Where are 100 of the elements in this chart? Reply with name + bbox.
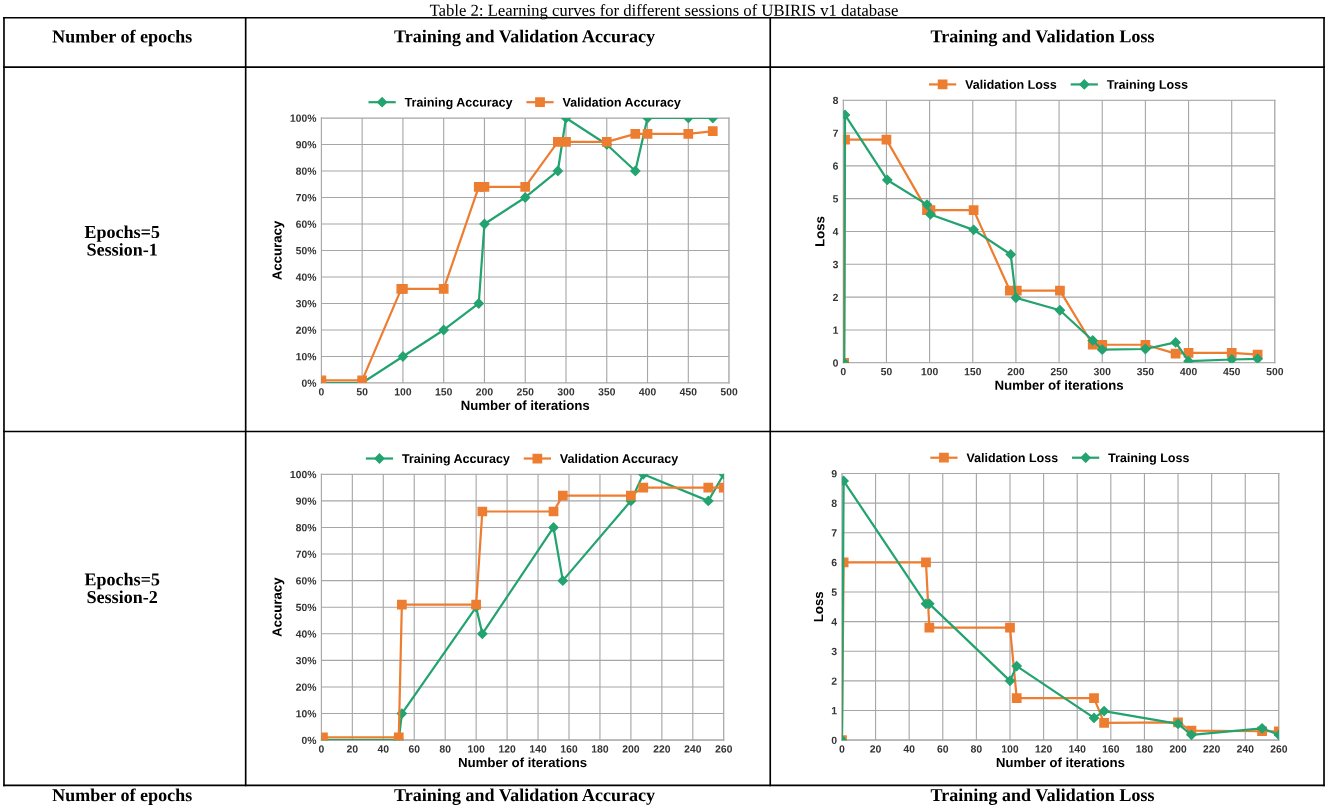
x-tick-label: 220 [1203, 745, 1220, 753]
y-tick-label: 70% [296, 550, 317, 558]
x-axis-title: Number of iterations [996, 757, 1125, 768]
y-tick-label: 0 [833, 359, 838, 367]
x-tick-label: 350 [598, 388, 616, 396]
y-tick-label: 1 [831, 707, 837, 715]
y-tick-label: 90% [296, 497, 317, 505]
x-tick-label: 260 [1270, 745, 1288, 753]
x-tick-label: 50 [356, 388, 368, 396]
y-tick-label: 30% [295, 656, 317, 665]
y-axis-title: Loss [813, 591, 824, 622]
x-tick-label: 250 [1050, 367, 1068, 376]
x-tick-label: 100 [468, 745, 485, 753]
y-tick-label: 60% [296, 220, 317, 228]
legend-label: Training Loss [1106, 79, 1188, 92]
y-tick-label: 40% [295, 630, 317, 638]
text: Number of epochs [52, 29, 192, 47]
x-tick-label: 100 [1001, 745, 1019, 753]
x-tick-label: 200 [1169, 745, 1187, 753]
x-tick-label: 140 [530, 745, 547, 753]
x-tick-label: 80 [439, 745, 451, 753]
y-tick-label: 20% [296, 683, 317, 691]
x-tick-label: 300 [1093, 367, 1111, 376]
x-tick-label: 140 [1069, 745, 1086, 753]
text: Epochs=5 Session-2 [84, 572, 160, 604]
y-tick-label: 3 [831, 647, 837, 656]
text: Epochs=5 Session-1 [84, 225, 160, 256]
x-tick-label: 0 [318, 388, 324, 396]
x-tick-label: 160 [1102, 745, 1120, 753]
y-tick-label: 0 [831, 736, 837, 745]
x-tick-label: 80 [970, 745, 982, 753]
x-tick-label: 100 [921, 367, 938, 376]
x-tick-label: 60 [408, 745, 420, 753]
x-tick-label: 220 [653, 745, 671, 753]
text: Training and Validation Loss [930, 788, 1155, 805]
y-tick-label: 5 [831, 588, 837, 596]
legend-label: Training Loss [1108, 453, 1189, 465]
x-tick-label: 120 [499, 745, 516, 753]
x-axis-title: Number of iterations [461, 400, 590, 411]
x-tick-label: 20 [346, 745, 358, 753]
y-tick-label: 50% [295, 603, 317, 612]
x-tick-label: 0 [318, 745, 324, 753]
y-tick-label: 80% [296, 523, 317, 532]
x-tick-label: 260 [715, 745, 733, 753]
y-axis-title: Loss [815, 216, 825, 247]
y-tick-label: 8 [832, 96, 839, 105]
x-tick-label: 200 [476, 388, 493, 396]
y-tick-label: 4 [832, 228, 839, 236]
legend-label: Training Accuracy [404, 97, 513, 110]
x-tick-label: 40 [903, 745, 915, 753]
x-tick-label: 20 [870, 745, 881, 753]
x-tick-label: 120 [1035, 745, 1052, 753]
y-tick-label: 80% [296, 167, 317, 175]
x-tick-label: 450 [1223, 367, 1240, 376]
text: Training and Validation Accuracy [394, 29, 655, 47]
y-tick-label: 3 [832, 260, 839, 269]
x-tick-label: 500 [720, 388, 738, 396]
y-tick-label: 40% [295, 273, 317, 281]
y-tick-label: 2 [831, 677, 837, 685]
text: Table 2: Learning curves for different sessions of UBIRIS v1 database [429, 4, 898, 20]
x-tick-label: 40 [377, 745, 389, 753]
legend-label: Validation Accuracy [562, 97, 681, 110]
y-tick-label: 9 [831, 469, 837, 478]
x-tick-label: 150 [435, 388, 452, 396]
x-tick-label: 160 [560, 745, 578, 753]
y-tick-label: 50% [295, 246, 317, 255]
y-tick-label: 2 [832, 293, 838, 301]
y-tick-label: 0% [301, 736, 317, 745]
x-axis-title: Number of iterations [995, 380, 1124, 390]
x-tick-label: 400 [1180, 367, 1197, 376]
y-tick-label: 70% [296, 193, 317, 202]
x-tick-label: 200 [1007, 367, 1025, 376]
y-tick-label: 8 [831, 499, 837, 507]
y-tick-label: 60% [296, 577, 317, 585]
y-axis-title: Accuracy [272, 220, 285, 280]
legend-label: Validation Loss [965, 79, 1057, 89]
x-tick-label: 250 [516, 388, 534, 396]
y-tick-label: 90% [296, 140, 317, 149]
x-tick-label: 300 [557, 388, 575, 396]
x-tick-label: 350 [1136, 367, 1154, 376]
y-tick-label: 7 [833, 129, 838, 137]
x-tick-label: 400 [639, 388, 656, 396]
text: Number of epochs [52, 788, 192, 805]
text: Training and Validation Accuracy [394, 788, 655, 805]
y-axis-title: Accuracy [272, 577, 285, 637]
x-tick-label: 450 [679, 388, 697, 396]
y-tick-label: 20% [296, 326, 317, 334]
x-tick-label: 100 [394, 388, 412, 396]
y-tick-label: 100% [290, 470, 317, 479]
x-tick-label: 0 [839, 745, 845, 753]
x-tick-label: 240 [684, 745, 702, 753]
legend-label: Validation Loss [966, 453, 1058, 463]
y-tick-label: 100% [290, 114, 317, 122]
text: Training and Validation Loss [930, 29, 1155, 47]
x-axis-title: Number of iterations [458, 757, 587, 768]
x-tick-label: 240 [1236, 745, 1254, 753]
x-tick-label: 50 [880, 367, 892, 376]
y-tick-label: 4 [831, 618, 838, 626]
x-tick-label: 200 [622, 745, 640, 753]
legend-label: Validation Accuracy [559, 453, 679, 466]
